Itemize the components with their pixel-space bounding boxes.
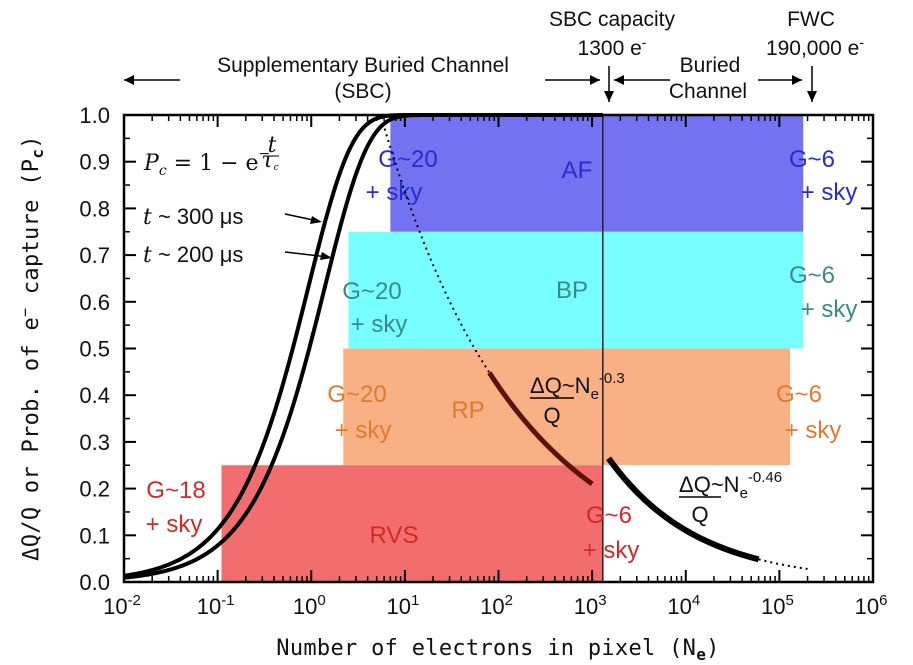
y-tick-label: 1.0	[79, 103, 110, 128]
x-tick-label: 10-1	[197, 592, 235, 619]
label-200us: t ~ 200 μs	[143, 242, 243, 268]
region-af	[390, 115, 804, 232]
region-rvs	[221, 465, 603, 582]
region-rvs-right-sky: + sky	[583, 537, 640, 564]
power-law-2-solid	[606, 456, 760, 563]
label-200us-pointer	[284, 251, 329, 258]
x-tick-label: 106	[855, 592, 888, 619]
region-rp-left-sky: + sky	[335, 417, 392, 444]
region-bp	[348, 231, 804, 349]
region-rp-right-mag: G~6	[776, 381, 822, 408]
y-tick-label: 0.9	[79, 150, 110, 175]
y-tick-label: 0.8	[79, 196, 110, 221]
region-label-af: AF	[562, 157, 593, 184]
x-tick-label: 100	[293, 592, 326, 619]
power-law-2-numerator: ΔQ~Ne-0.46	[679, 469, 782, 502]
bc-arrow-right-head-right	[792, 75, 802, 85]
label-300us-pointer-head	[310, 216, 322, 224]
y-tick-label: 0.6	[79, 290, 110, 315]
y-tick-label: 0.2	[79, 477, 110, 502]
region-bp-right-mag: G~6	[789, 262, 835, 289]
sbc-title: Supplementary Buried Channel	[217, 54, 509, 77]
y-axis-label: ΔQ/Q or Prob. of e− capture (Pc)	[16, 135, 47, 561]
region-rvs-left-mag: G~18	[146, 477, 205, 504]
y-tick-label: 0.3	[79, 430, 110, 455]
sbc-arrow-left-head-left	[124, 75, 134, 85]
power-law-1-numerator: ΔQ~Ne-0.3	[530, 370, 625, 403]
fwc-value: 190,000 e-	[766, 34, 864, 60]
region-af-right-sky: + sky	[801, 179, 858, 206]
x-tick-label: 102	[480, 592, 513, 619]
region-label-rp: RP	[451, 397, 484, 424]
annotations-layer: Supplementary Buried Channel (SBC) SBC cap…	[124, 8, 864, 527]
ticks-layer: 10-2 10-1 100 101 102 103 104 105 106 0.0 0.1 0.2 0.…	[79, 103, 887, 619]
sbc-capacity-arrow-head	[604, 91, 614, 102]
x-tick-label: 104	[667, 592, 700, 619]
region-rp	[343, 348, 791, 466]
region-rvs-right-mag: G~6	[586, 502, 632, 529]
region-bp-right-sky: + sky	[801, 296, 858, 323]
power-law-1-denominator: Q	[543, 403, 560, 428]
sbc-arrow-right-head-right	[590, 75, 600, 85]
power-law-2-denominator: Q	[691, 502, 708, 527]
fwc-title: FWC	[787, 8, 835, 31]
labels-layer: Number of electrons in pixel (Ne) ΔQ/Q or…	[16, 135, 719, 664]
y-tick-label: 0.4	[79, 383, 110, 408]
region-bp-left-sky: + sky	[351, 311, 408, 338]
formula: Pc = 1 − e−	[143, 146, 270, 179]
x-tick-label: 10-2	[103, 592, 141, 619]
x-tick-label: 101	[386, 592, 419, 619]
regions-layer: AF G~20 + sky G~6 + sky BP G~20 + sky G~6 + sky RP…	[146, 115, 858, 582]
label-200us-pointer-head	[320, 252, 332, 260]
region-af-right-mag: G~6	[789, 146, 835, 173]
region-af-left-sky: + sky	[366, 179, 423, 206]
sbc-capacity-value: 1300 e-	[578, 34, 647, 60]
label-300us: t ~ 300 μs	[143, 204, 243, 230]
sbc-capacity-title: SBC capacity	[549, 8, 676, 31]
region-af-left-mag: G~20	[378, 146, 437, 173]
y-tick-label: 0.7	[79, 243, 110, 268]
power-law-1-dotted	[376, 114, 491, 374]
region-label-bp: BP	[556, 277, 588, 304]
x-tick-label: 103	[574, 592, 607, 619]
region-rp-right-sky: + sky	[785, 417, 842, 444]
region-rp-left-mag: G~20	[327, 381, 386, 408]
region-label-rvs: RVS	[370, 522, 419, 549]
fwc-arrow-head	[807, 91, 817, 102]
x-tick-label: 105	[761, 592, 794, 619]
y-tick-label: 0.5	[79, 337, 110, 362]
power-law-2-dotted	[758, 558, 808, 570]
x-axis-label: Number of electrons in pixel (Ne)	[276, 636, 719, 664]
y-tick-label: 0.0	[79, 570, 110, 595]
buried-channel-line2: Channel	[669, 80, 747, 103]
sbc-abbrev: (SBC)	[334, 80, 391, 103]
region-rvs-left-sky: + sky	[146, 511, 203, 538]
buried-channel-line1: Buried	[680, 54, 741, 77]
y-tick-label: 0.1	[79, 523, 110, 548]
formula-exp-num: t	[268, 133, 277, 158]
bc-arrow-left-head-left	[614, 75, 624, 85]
region-bp-left-mag: G~20	[342, 278, 401, 305]
formula-exp-den: τc	[261, 148, 278, 173]
power-law-1-solid	[487, 371, 594, 486]
